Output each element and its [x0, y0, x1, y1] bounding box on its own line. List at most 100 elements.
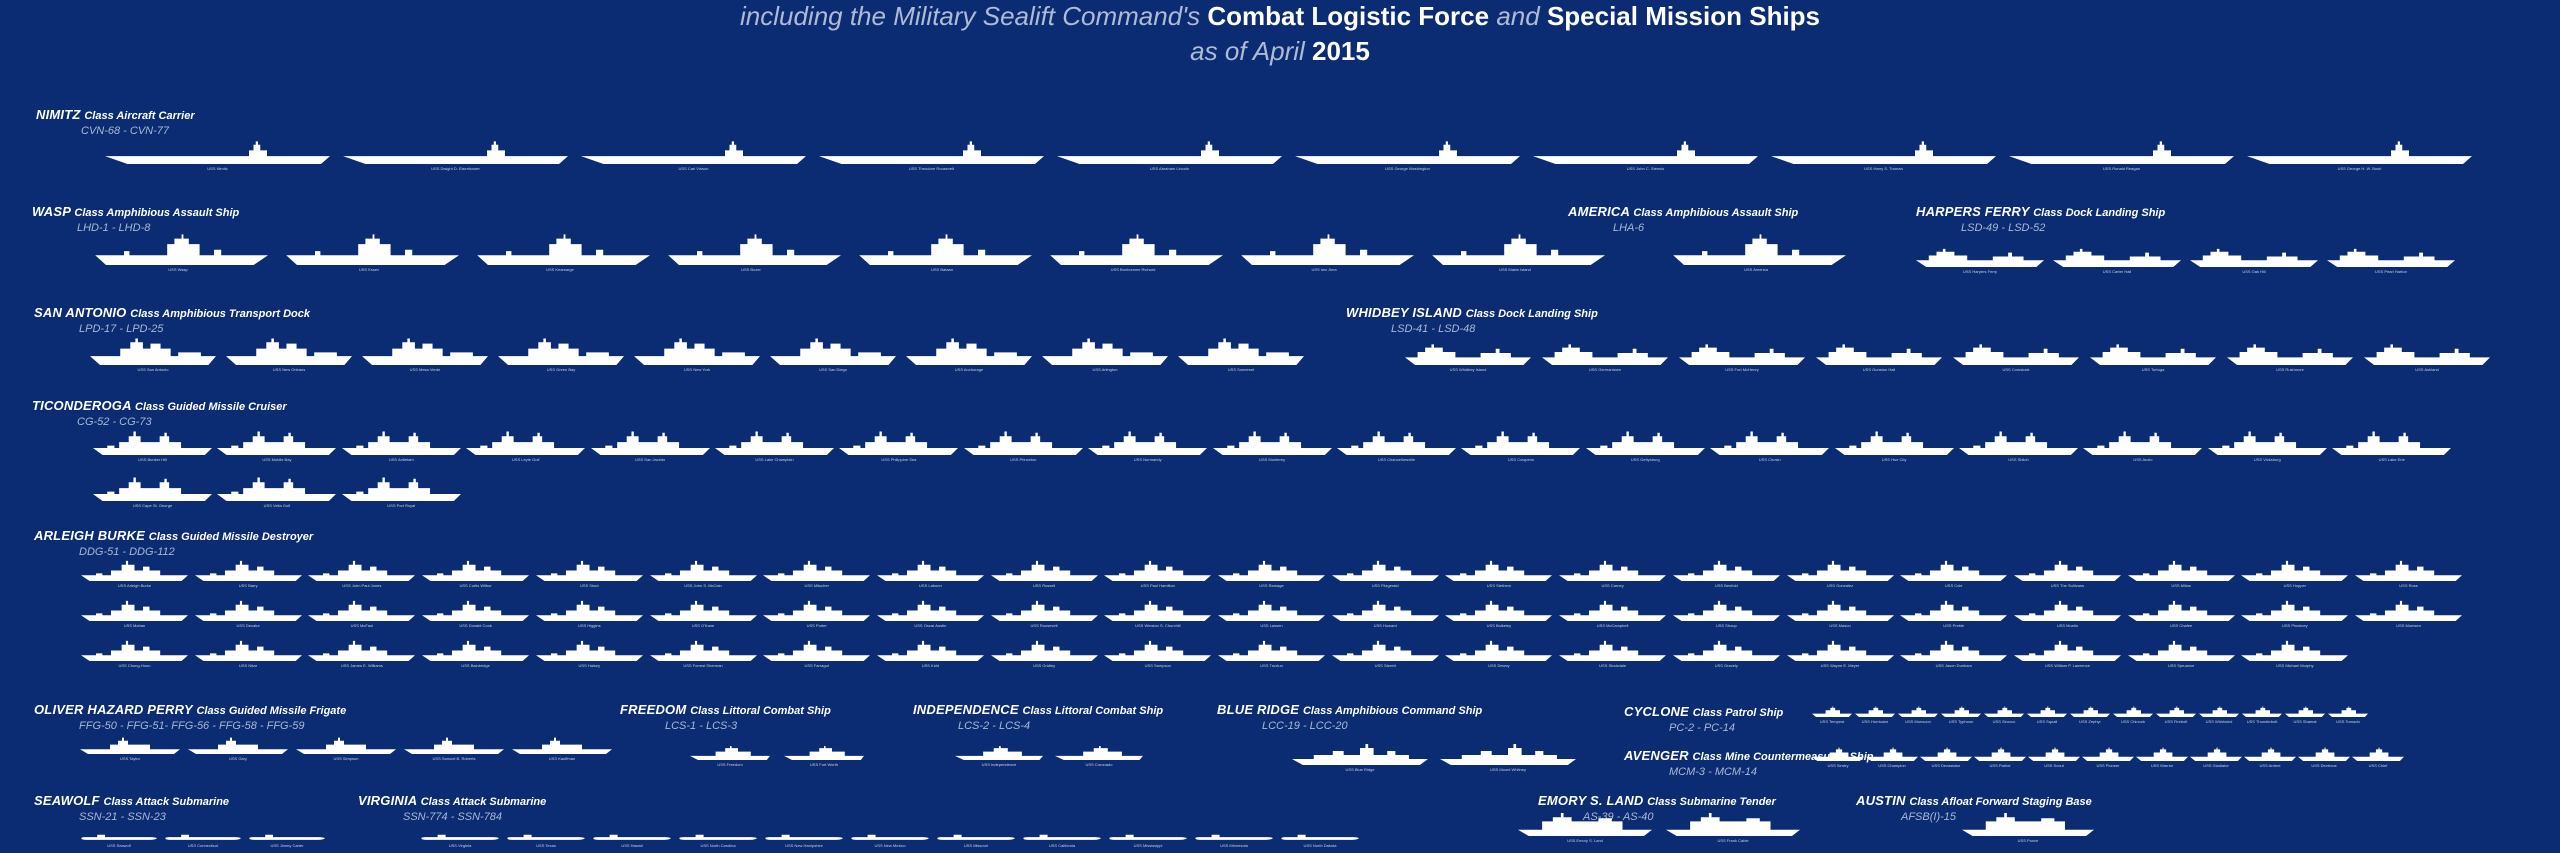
ship-silhouette-shape: [2207, 431, 2327, 455]
ship-burke: USS Pinckney: [2241, 599, 2349, 628]
ship-burke: USS Mason: [1786, 599, 1894, 628]
ship-name: USS Hue City: [1881, 457, 1907, 462]
ship-silhouette-shape: [2009, 141, 2234, 164]
class-name: VIRGINIA: [358, 793, 421, 808]
ship-silhouette-shape: [1023, 834, 1101, 840]
ship-silhouette-shape: [422, 600, 530, 621]
ship-silhouette: [1218, 600, 1325, 621]
ship-burke: USS Laboon: [876, 559, 984, 588]
ship-name: USS Oscar Austin: [914, 623, 947, 628]
ship-name: USS Nimitz: [207, 166, 228, 171]
ship-name: USS Frank Cable: [1717, 838, 1749, 843]
ship-silhouette-shape: [1542, 344, 1668, 365]
ship-silhouette-shape: [404, 737, 504, 754]
ship-silhouette: [2241, 560, 2349, 581]
ship-whidbey: USS Tortuga: [2090, 340, 2216, 372]
ship-burke: USS Paul Hamilton: [1104, 559, 1212, 588]
ship-silhouette: [668, 234, 841, 265]
ship-silhouette-shape: [422, 640, 530, 661]
ship-name: USS Mitscher: [804, 583, 829, 588]
ship-name: USS Higgins: [577, 623, 601, 628]
ship-silhouette-shape: [715, 431, 834, 455]
ship-tico: USS Bunker Hill: [93, 428, 212, 462]
ship-silhouette-shape: [763, 600, 871, 621]
ship-name: USS Benfold: [1714, 583, 1738, 588]
ship-burke: USS The Sullivans: [2013, 559, 2121, 588]
ship-silhouette: [2244, 747, 2296, 761]
ship-name: USS Dewey: [1488, 663, 1510, 668]
ship-silhouette-shape: [341, 431, 461, 455]
ship-silhouette: [507, 834, 585, 840]
ship-sanantonio: USS San Antonio: [90, 336, 216, 372]
ship-silhouette: [2227, 344, 2353, 365]
ship-burke: USS Stout: [535, 559, 643, 588]
class-description: Class Attack Submarine: [103, 796, 230, 808]
ship-burke: USS Shoup: [1672, 599, 1780, 628]
ship-silhouette: [2241, 600, 2349, 621]
ship-silhouette: [535, 560, 643, 581]
ship-burke: USS John S. McCain: [649, 559, 757, 588]
ship-silhouette: [1042, 338, 1168, 365]
ship-silhouette: [286, 234, 459, 265]
hull-number-range: LSD-41 - LSD-48: [1391, 323, 1476, 335]
ship-silhouette: [1281, 834, 1359, 840]
ship-silhouette-shape: [1786, 600, 1894, 621]
ship-nimitz: USS Abraham Lincoln: [1057, 138, 1282, 171]
ship-silhouette-shape: [763, 560, 871, 581]
ship-virginia: USS Texas: [506, 832, 586, 848]
class-label-sanantonio: SAN ANTONIO Class Amphibious Transport D…: [34, 304, 310, 335]
ship-tico: USS Mobile Bay: [217, 428, 337, 462]
ship-tico: USS Philippine Sea: [839, 428, 959, 462]
ship-name: USS McFaul: [350, 623, 374, 628]
ship-silhouette-shape: [1900, 560, 2008, 581]
class-name: OLIVER HAZARD PERRY: [34, 702, 197, 717]
ship-name: USS Port Royal: [387, 503, 416, 508]
ship-virginia: USS California: [1022, 832, 1102, 848]
ship-avenger: USS Ardent: [2244, 747, 2296, 768]
ship-name: USS Cowpens: [1507, 457, 1534, 462]
ship-silhouette-shape: [2053, 248, 2181, 267]
ship-silhouette: [1533, 141, 1758, 164]
ship-silhouette-shape: [1331, 640, 1439, 661]
ship-silhouette-shape: [2355, 560, 2462, 581]
ship-silhouette: [990, 560, 1098, 581]
ship-name: USS Connecticut: [187, 843, 219, 848]
ship-silhouette-shape: [249, 834, 325, 840]
ship-silhouette: [763, 600, 871, 621]
header-and: and: [1496, 1, 1540, 31]
ship-silhouette: [217, 477, 337, 501]
ship-silhouette-shape: [1212, 431, 1332, 455]
ship-silhouette: [1962, 813, 2094, 836]
ship-name: USS Stockdale: [1599, 663, 1627, 668]
ship-silhouette: [1673, 234, 1846, 265]
ship-silhouette: [2199, 706, 2239, 717]
ship-silhouette: [1666, 813, 1800, 836]
ship-burke: USS Jason Dunham: [1900, 639, 2008, 668]
ship-silhouette-shape: [649, 600, 757, 621]
ship-name: USS John Paul Jones: [342, 583, 382, 588]
ship-silhouette: [2207, 431, 2327, 455]
ship-tico: USS Lake Champlain: [715, 428, 834, 462]
ship-name: USS Chosin: [1758, 457, 1781, 462]
ship-burke: USS McFaul: [308, 599, 416, 628]
ship-ohp: USS Simpson: [296, 736, 396, 761]
ship-silhouette: [1672, 600, 1780, 621]
ship-name: USS Emory S. Land: [1567, 838, 1603, 843]
ship-burke: USS Forrest Sherman: [649, 639, 757, 668]
ship-nimitz: USS Theodore Roosevelt: [819, 138, 1044, 171]
class-label-freedom: FREEDOM Class Littoral Combat Ship LCS-1 …: [620, 701, 831, 732]
ship-austin: USS Ponce: [1962, 812, 2094, 843]
ship-name: USS Bunker Hill: [138, 457, 167, 462]
ship-silhouette-shape: [1962, 813, 2094, 836]
ship-name: USS Essex: [358, 267, 380, 272]
ship-silhouette-shape: [1816, 344, 1942, 365]
ship-silhouette-shape: [477, 234, 650, 265]
ship-silhouette-shape: [668, 234, 841, 265]
ship-nimitz: USS Harry S. Truman: [1771, 138, 1996, 171]
ship-silhouette-shape: [2241, 600, 2349, 621]
ship-name: USS Porter: [806, 623, 827, 628]
ship-silhouette: [341, 477, 461, 501]
ship-silhouette: [593, 834, 671, 840]
ship-name: USS Missouri: [963, 843, 989, 848]
ship-silhouette: [1941, 706, 1981, 717]
